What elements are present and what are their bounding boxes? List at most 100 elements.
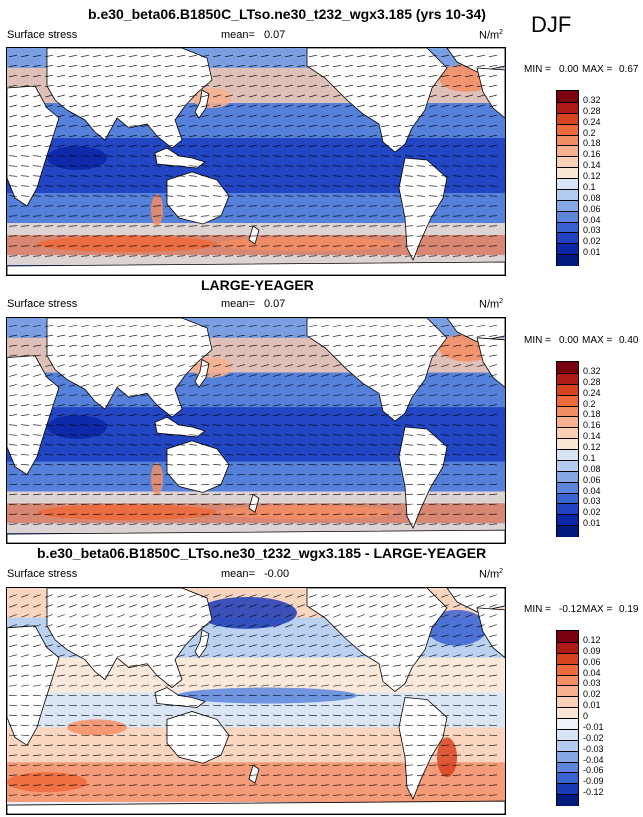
- wind-vector: [188, 774, 198, 776]
- wind-vector: [176, 754, 186, 756]
- wind-vector: [381, 125, 389, 127]
- wind-vector: [8, 704, 18, 707]
- panel-3-title: b.e30_beta06.B1850C_LTso.ne30_t232_wgx3.…: [37, 545, 487, 561]
- wind-vector: [309, 644, 317, 648]
- wind-vector: [333, 55, 341, 57]
- wind-vector: [141, 104, 149, 108]
- wind-vector: [152, 434, 162, 436]
- wind-vector: [441, 384, 449, 387]
- wind-vector: [105, 644, 113, 648]
- wind-vector: [332, 444, 342, 446]
- wind-vector: [441, 324, 449, 327]
- wind-vector: [212, 175, 222, 177]
- wind-vector: [189, 684, 197, 687]
- wind-vector: [404, 205, 414, 207]
- wind-vector: [441, 624, 449, 628]
- wind-vector: [284, 523, 294, 525]
- wind-vector: [105, 604, 113, 608]
- wind-vector: [368, 523, 378, 525]
- wind-vector: [32, 175, 42, 177]
- wind-vector: [464, 185, 474, 187]
- wind-vector: [93, 334, 101, 337]
- wind-vector: [369, 344, 377, 347]
- wind-vector: [273, 664, 281, 667]
- wind-vector: [141, 364, 149, 367]
- wind-vector: [92, 185, 102, 187]
- wind-vector: [188, 694, 198, 697]
- wind-vector: [260, 255, 270, 257]
- wind-vector: [44, 215, 54, 217]
- wind-vector: [284, 245, 294, 247]
- wind-vector: [81, 374, 89, 377]
- wind-vector: [20, 205, 30, 207]
- wind-vector: [32, 225, 42, 227]
- wind-vector: [261, 114, 269, 118]
- wind-vector: [345, 135, 353, 137]
- wind-vector: [369, 125, 377, 127]
- wind-vector: [9, 334, 17, 337]
- wind-vector: [404, 714, 414, 717]
- wind-vector: [80, 464, 90, 466]
- wind-vector: [44, 444, 54, 446]
- wind-vector: [405, 94, 413, 98]
- wind-vector: [489, 65, 497, 67]
- wind-vector: [224, 784, 234, 786]
- wind-vector: [405, 135, 413, 137]
- colorbar-tick-label: 0.14: [583, 431, 601, 442]
- wind-vector: [225, 135, 233, 137]
- wind-vector: [464, 714, 474, 717]
- wind-vector: [344, 245, 354, 247]
- wind-vector: [20, 724, 30, 727]
- colorbar-tick-label: 0.04: [583, 214, 601, 225]
- wind-vector: [212, 734, 222, 736]
- wind-vector: [93, 684, 101, 687]
- colorbar-tick-label: 0.12: [583, 171, 601, 181]
- wind-vector: [429, 65, 437, 67]
- wind-vector: [333, 374, 341, 377]
- wind-vector: [224, 245, 234, 247]
- wind-vector: [452, 255, 462, 257]
- wind-vector: [261, 644, 269, 648]
- wind-vector: [464, 483, 474, 486]
- wind-vector: [380, 205, 390, 207]
- wind-vector: [8, 165, 18, 167]
- wind-vector: [249, 65, 257, 67]
- wind-vector: [140, 513, 150, 515]
- wind-vector: [488, 714, 498, 717]
- wind-vector: [452, 175, 462, 177]
- wind-vector: [212, 473, 222, 476]
- wind-vector: [201, 135, 209, 137]
- colorbar-tick-label: 0.01: [583, 700, 601, 711]
- wind-vector: [224, 205, 234, 207]
- wind-vector: [465, 644, 473, 648]
- wind-vector: [296, 724, 306, 727]
- wind-vector: [20, 513, 30, 515]
- wind-vector: [236, 195, 246, 197]
- panel-3-min-label: MIN =: [524, 604, 551, 615]
- wind-vector: [200, 704, 210, 707]
- wind-vector: [344, 155, 354, 157]
- wind-vector: [344, 724, 354, 727]
- wind-vector: [152, 513, 162, 515]
- wind-vector: [20, 225, 30, 227]
- wind-vector: [141, 125, 149, 127]
- wind-vector: [248, 165, 258, 167]
- wind-vector: [357, 114, 365, 118]
- wind-vector: [345, 94, 353, 98]
- wind-vector: [344, 483, 354, 486]
- wind-vector: [476, 704, 486, 707]
- wind-vector: [201, 394, 209, 397]
- colorbar-swatch: [557, 362, 578, 374]
- wind-vector: [45, 414, 53, 417]
- wind-vector: [200, 434, 210, 436]
- wind-vector: [380, 464, 390, 466]
- wind-vector: [344, 255, 354, 257]
- season-label: DJF: [531, 12, 572, 37]
- wind-vector: [344, 205, 354, 207]
- wind-vector: [164, 513, 174, 515]
- wind-vector: [297, 104, 305, 108]
- colorbar-swatch: [557, 101, 578, 114]
- wind-vector: [285, 614, 293, 618]
- wind-vector: [321, 104, 329, 108]
- wind-vector: [104, 454, 114, 456]
